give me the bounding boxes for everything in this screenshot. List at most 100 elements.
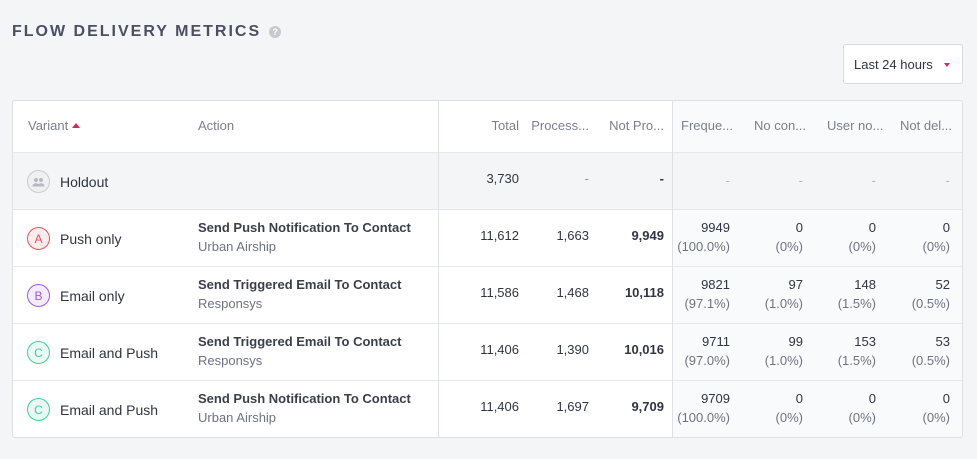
not-delivered-column-header[interactable]: Not del...	[900, 118, 953, 133]
metric-value: -	[945, 173, 950, 188]
metric-cell: 9709 (100.0%)	[677, 389, 730, 427]
metric-value: -	[725, 173, 730, 188]
total-value: 11,406	[480, 399, 519, 414]
not-processed-value: 9,949	[631, 228, 664, 243]
total-value: 3,730	[486, 171, 519, 186]
metric-percent: (100.0%)	[677, 410, 730, 425]
table-row[interactable]: A Push only Send Push Notification To Cont…	[13, 210, 438, 267]
metric-cell: 0 (0%)	[849, 389, 876, 427]
total-value: 11,612	[480, 228, 519, 243]
metric-cell: 97 (1.0%)	[765, 275, 803, 313]
variant-badge: C	[27, 341, 50, 364]
metric-value: -	[798, 173, 803, 188]
variant-badge: A	[27, 227, 50, 250]
action-cell: Send Triggered Email To Contact Responsys	[198, 276, 401, 314]
variant-action-column-group: Variant Action Holdout A Push only Send Pu…	[13, 101, 438, 437]
metric-cell: 53 (0.5%)	[912, 332, 950, 370]
table-row[interactable]: C Email and Push Send Triggered Email To C…	[13, 324, 438, 381]
not-processed-value: 10,118	[624, 285, 664, 300]
metric-percent: (0%)	[848, 410, 876, 425]
total-column-header[interactable]: Total	[491, 118, 519, 133]
table-row: 11,612 1,663 9,949	[439, 210, 672, 267]
time-range-dropdown[interactable]: Last 24 hours	[843, 44, 963, 84]
metric-count: 9949	[701, 220, 730, 235]
frequency-column-header[interactable]: Freque...	[681, 118, 734, 133]
metric-percent: (0.5%)	[911, 353, 950, 368]
table-row[interactable]: Holdout	[13, 153, 438, 210]
action-title: Send Triggered Email To Contact	[198, 334, 402, 349]
table-row[interactable]: B Email only Send Triggered Email To Conta…	[13, 267, 438, 324]
total-value: 11,406	[480, 342, 519, 357]
metric-cell: 0 (0%)	[849, 218, 876, 256]
table-row: ----	[673, 153, 962, 210]
metric-percent: (0%)	[848, 239, 876, 254]
action-cell: Send Triggered Email To Contact Responsys	[198, 333, 401, 371]
variant-cell: C Email and Push	[27, 341, 158, 364]
metric-cell: 0 (0%)	[923, 389, 950, 427]
time-range-label: Last 24 hours	[854, 56, 933, 72]
holdout-group-icon	[27, 170, 50, 193]
table-row: 9711 (97.0%) 99 (1.0%) 153 (1.5%) 53 (0.5%)	[673, 324, 962, 381]
variant-column-header[interactable]: Variant	[28, 118, 81, 133]
metric-cell: 99 (1.0%)	[765, 332, 803, 370]
metric-count: 0	[868, 220, 876, 235]
variant-cell: B Email only	[27, 284, 125, 307]
delivery-breakdown-column-group: Freque... No con... User no... Not del..…	[672, 101, 962, 437]
caret-down-icon	[944, 63, 950, 67]
metric-percent: (0%)	[775, 410, 803, 425]
metric-percent: (100.0%)	[677, 239, 730, 254]
not-processed-value: -	[659, 171, 664, 186]
action-provider: Urban Airship	[198, 239, 277, 254]
sort-ascending-icon	[72, 123, 81, 128]
variant-name: Holdout	[60, 173, 109, 190]
table-row: 11,406 1,697 9,709	[439, 381, 672, 437]
not-processed-value: 10,016	[624, 342, 664, 357]
action-title: Send Push Notification To Contact	[198, 391, 411, 406]
user-not-column-header[interactable]: User no...	[827, 118, 884, 133]
help-icon[interactable]: ?	[269, 26, 282, 38]
variant-name: Email only	[60, 287, 125, 304]
table-row: 9821 (97.1%) 97 (1.0%) 148 (1.5%) 52 (0.5%)	[673, 267, 962, 324]
table-row: 3,730 - -	[439, 153, 672, 210]
variant-name: Push only	[60, 230, 122, 247]
table-header-row: Variant Action	[13, 101, 438, 153]
processed-value: 1,663	[556, 228, 589, 243]
processed-value: 1,697	[556, 399, 589, 414]
table-row[interactable]: C Email and Push Send Push Notification To…	[13, 381, 438, 437]
metric-count: 153	[854, 334, 876, 349]
action-provider: Responsys	[198, 296, 263, 311]
processed-value: -	[584, 171, 589, 186]
variant-badge: B	[27, 284, 50, 307]
not-processed-column-header[interactable]: Not Pro...	[609, 118, 664, 133]
action-cell: Send Push Notification To Contact Urban A…	[198, 219, 411, 257]
metric-count: 97	[788, 277, 803, 292]
metric-percent: (1.5%)	[837, 296, 876, 311]
page-title: FLOW DELIVERY METRICS	[12, 23, 262, 40]
metric-count: 53	[935, 334, 950, 349]
metric-count: 0	[868, 391, 876, 406]
metric-percent: (97.0%)	[684, 353, 730, 368]
metric-cell: 52 (0.5%)	[912, 275, 950, 313]
metric-count: 148	[854, 277, 876, 292]
processed-value: 1,468	[556, 285, 589, 300]
metric-percent: (0%)	[922, 239, 950, 254]
variant-cell: C Email and Push	[27, 398, 158, 421]
action-provider: Urban Airship	[198, 410, 277, 425]
no-contact-column-header[interactable]: No con...	[754, 118, 807, 133]
processed-value: 1,390	[556, 342, 589, 357]
metric-cell: 9949 (100.0%)	[677, 218, 730, 256]
metric-cell: 9711 (97.0%)	[684, 332, 730, 370]
processed-column-header[interactable]: Process...	[531, 118, 589, 133]
action-column-header[interactable]: Action	[198, 118, 235, 133]
metric-count: 52	[935, 277, 950, 292]
page-header: FLOW DELIVERY METRICS ?	[12, 20, 282, 44]
metric-percent: (0%)	[775, 239, 803, 254]
metric-percent: (0.5%)	[911, 296, 950, 311]
action-cell: Send Push Notification To Contact Urban A…	[198, 390, 411, 428]
table-row: 9709 (100.0%) 0 (0%) 0 (0%) 0 (0%)	[673, 381, 962, 437]
table-row: 9949 (100.0%) 0 (0%) 0 (0%) 0 (0%)	[673, 210, 962, 267]
totals-column-group: Total Process... Not Pro... 3,730 - - 11,6…	[438, 101, 672, 437]
variant-cell: A Push only	[27, 227, 121, 250]
table-header-row: Total Process... Not Pro...	[439, 101, 672, 153]
metric-cell: 0 (0%)	[776, 389, 803, 427]
